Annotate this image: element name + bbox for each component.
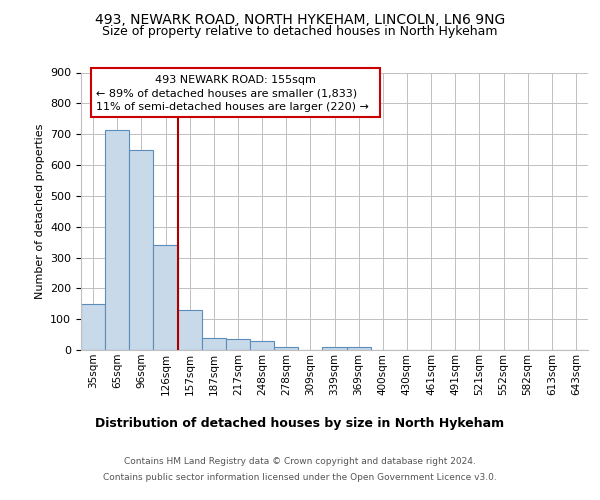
Bar bbox=[226, 339, 250, 350]
Text: ← 89% of detached houses are smaller (1,833): ← 89% of detached houses are smaller (1,… bbox=[96, 88, 358, 99]
FancyBboxPatch shape bbox=[91, 68, 380, 117]
Text: Size of property relative to detached houses in North Hykeham: Size of property relative to detached ho… bbox=[102, 25, 498, 38]
Bar bbox=[178, 310, 202, 350]
Text: Contains public sector information licensed under the Open Government Licence v3: Contains public sector information licen… bbox=[103, 472, 497, 482]
Text: 493 NEWARK ROAD: 155sqm: 493 NEWARK ROAD: 155sqm bbox=[155, 76, 316, 86]
Text: 11% of semi-detached houses are larger (220) →: 11% of semi-detached houses are larger (… bbox=[96, 102, 369, 112]
Y-axis label: Number of detached properties: Number of detached properties bbox=[35, 124, 44, 299]
Bar bbox=[81, 304, 105, 350]
Bar bbox=[129, 150, 154, 350]
Bar bbox=[322, 347, 347, 350]
Bar bbox=[105, 130, 129, 350]
Bar bbox=[250, 341, 274, 350]
Bar bbox=[202, 338, 226, 350]
Text: 493, NEWARK ROAD, NORTH HYKEHAM, LINCOLN, LN6 9NG: 493, NEWARK ROAD, NORTH HYKEHAM, LINCOLN… bbox=[95, 12, 505, 26]
Text: Distribution of detached houses by size in North Hykeham: Distribution of detached houses by size … bbox=[95, 418, 505, 430]
Bar bbox=[347, 347, 371, 350]
Text: Contains HM Land Registry data © Crown copyright and database right 2024.: Contains HM Land Registry data © Crown c… bbox=[124, 458, 476, 466]
Bar bbox=[274, 347, 298, 350]
Bar bbox=[154, 245, 178, 350]
